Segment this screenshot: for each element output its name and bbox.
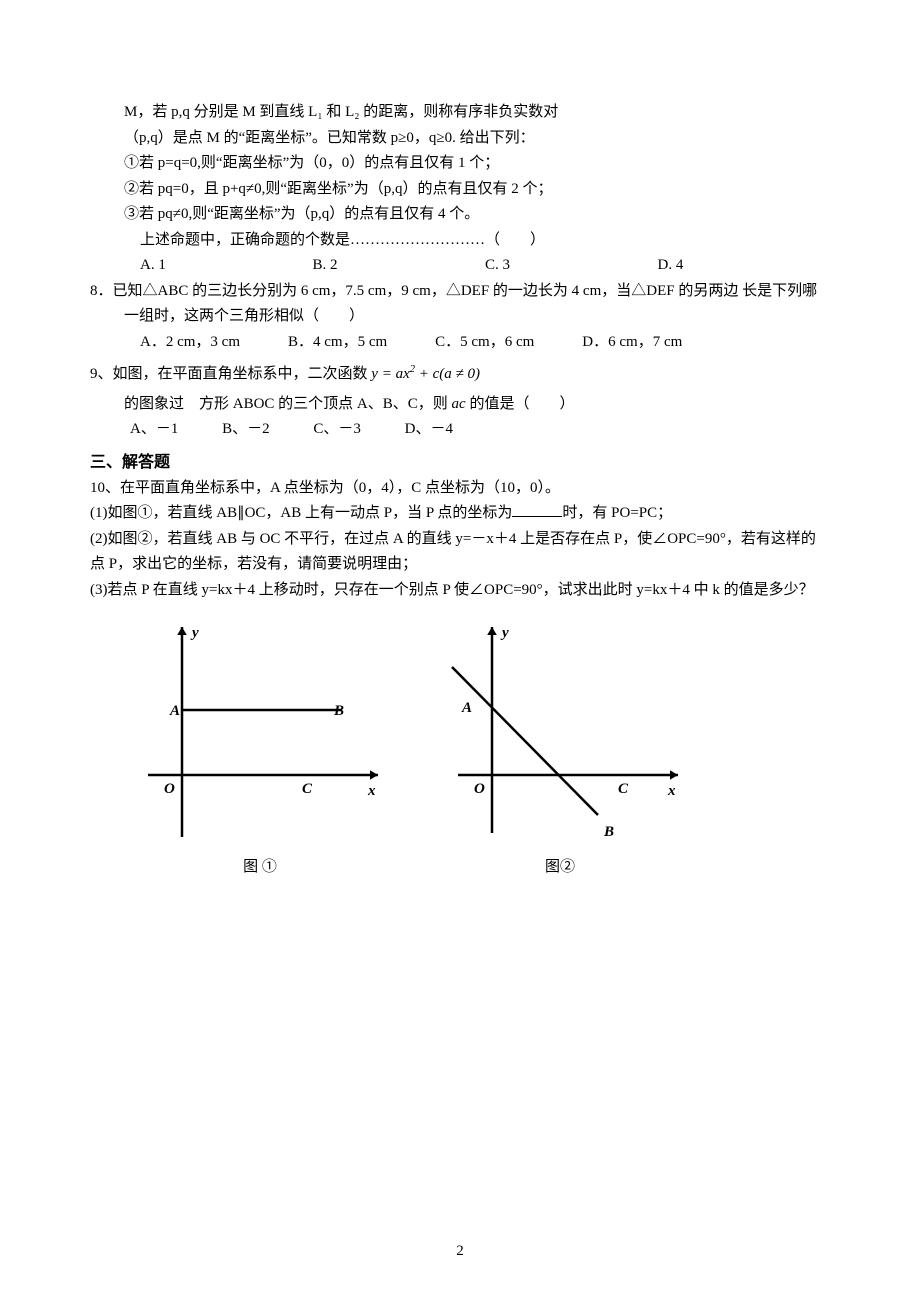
q7-line1: M，若 p,q 分别是 M 到直线 L₁ 和 L₂ 的距离，则称有序非负实数对 (90, 100, 830, 126)
q7-opt-d: D. 4 (658, 253, 831, 279)
q10-blank (512, 501, 562, 517)
q10-l1: 10、在平面直角坐标系中，A 点坐标为（0，4），C 点坐标为（10，0）。 (90, 476, 830, 502)
q9-formula: y = ax2 + c(a ≠ 0) (371, 366, 480, 382)
q7-opt-a: A. 1 (140, 253, 313, 279)
svg-text:O: O (474, 781, 485, 797)
figure-1: x y O A B C 图 ① (130, 615, 390, 880)
q7-line3: ①若 p=q=0,则“距离坐标”为（0，0）的点有且仅有 1 个； (90, 151, 830, 177)
figure-1-caption: 图 ① (130, 855, 390, 881)
q9-opt-c: C、－3 (313, 417, 361, 443)
q8-opt-a: A．2 cm，3 cm (140, 330, 240, 356)
svg-text:B: B (603, 824, 614, 840)
q7-opt-b: B. 2 (313, 253, 486, 279)
section-3-title: 三、解答题 (90, 449, 830, 476)
q9-pre: 9、如图，在平面直角坐标系中，二次函数 (90, 366, 371, 382)
page-number: 2 (0, 1243, 920, 1260)
q9-stem-b-post: 的值是（ ） (466, 396, 575, 412)
q7-options: A. 1 B. 2 C. 3 D. 4 (90, 253, 830, 279)
q8-opt-d: D．6 cm，7 cm (582, 330, 682, 356)
q7-line4: ②若 pq=0，且 p+q≠0,则“距离坐标”为（p,q）的点有且仅有 2 个； (90, 177, 830, 203)
svg-text:O: O (164, 781, 175, 797)
q9-ac: ac (452, 396, 466, 412)
svg-text:A: A (169, 703, 180, 719)
figure-2-svg: x y O A B C (430, 615, 690, 845)
figure-2-caption: 图② (430, 855, 690, 881)
figures-row: x y O A B C 图 ① x y O A B C 图② (90, 615, 830, 880)
svg-text:x: x (667, 783, 676, 799)
figure-2: x y O A B C 图② (430, 615, 690, 880)
svg-text:C: C (618, 781, 629, 797)
q8-options: A．2 cm，3 cm B．4 cm，5 cm C．5 cm，6 cm D．6 … (90, 330, 830, 356)
svg-text:B: B (333, 703, 344, 719)
q8-stem-a: 8．已知△ABC 的三边长分别为 6 cm，7.5 cm，9 cm，△DEF 的… (90, 283, 738, 299)
q9-opt-a: A、－1 (130, 417, 178, 443)
q8-stem: 8．已知△ABC 的三边长分别为 6 cm，7.5 cm，9 cm，△DEF 的… (90, 279, 830, 330)
q10-l2a: (1)如图①，若直线 AB∥OC，AB 上有一动点 P，当 P 点的坐标为 (90, 505, 512, 521)
q9-opt-d: D、－4 (405, 417, 453, 443)
q9-stem-b: 的图象过 方形 ABOC 的三个顶点 A、B、C，则 ac 的值是（ ） (90, 392, 830, 418)
q9-stem-a: 9、如图，在平面直角坐标系中，二次函数 y = ax2 + c(a ≠ 0) (90, 361, 830, 388)
q9-stem-b-pre: 的图象过 方形 ABOC 的三个顶点 A、B、C，则 (124, 396, 452, 412)
svg-text:y: y (190, 625, 199, 641)
q7-prompt: 上述命题中，正确命题的个数是………………………（ ） (90, 228, 830, 254)
q8-opt-c: C．5 cm，6 cm (435, 330, 534, 356)
q10-l4: (3)若点 P 在直线 y=kx＋4 上移动时，只存在一个别点 P 使∠OPC=… (90, 578, 830, 604)
q10-l2: (1)如图①，若直线 AB∥OC，AB 上有一动点 P，当 P 点的坐标为 时，有… (90, 501, 830, 527)
q7-line5: ③若 pq≠0,则“距离坐标”为（p,q）的点有且仅有 4 个。 (90, 202, 830, 228)
q7-opt-c: C. 3 (485, 253, 658, 279)
q9-opt-b: B、－2 (222, 417, 270, 443)
q10-l3: (2)如图②，若直线 AB 与 OC 不平行，在过点 A 的直线 y=－x＋4 … (90, 527, 830, 578)
figure-1-svg: x y O A B C (130, 615, 390, 845)
q10-l2b: 时，有 PO=PC； (562, 505, 672, 521)
svg-text:A: A (461, 700, 472, 716)
svg-text:x: x (367, 783, 376, 799)
svg-text:y: y (500, 625, 509, 641)
q7-line2: （p,q）是点 M 的“距离坐标”。已知常数 p≥0，q≥0. 给出下列： (90, 126, 830, 152)
q8-opt-b: B．4 cm，5 cm (288, 330, 387, 356)
q9-options: A、－1 B、－2 C、－3 D、－4 (90, 417, 830, 443)
svg-text:C: C (302, 781, 313, 797)
